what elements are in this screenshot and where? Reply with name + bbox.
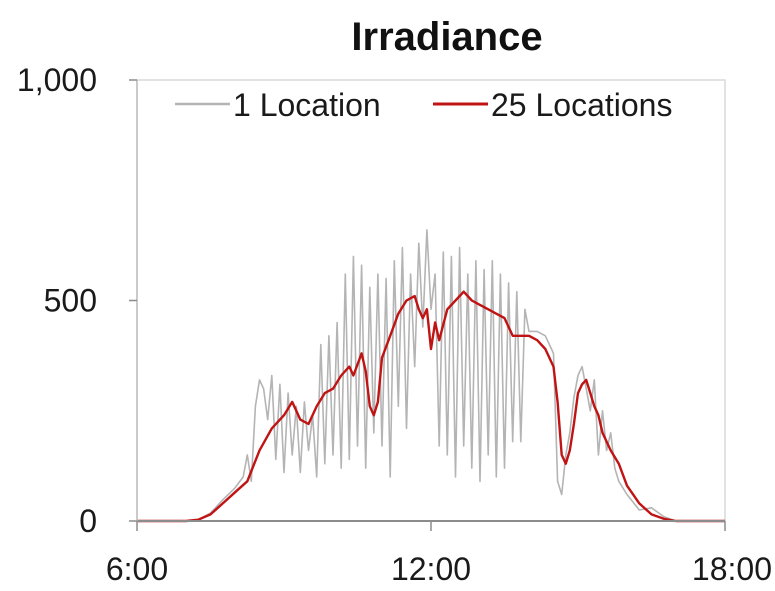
y-tick-label: 500 <box>44 283 97 319</box>
x-tick-label: 18:00 <box>692 551 772 587</box>
legend-label-25-locations: 25 Locations <box>491 87 672 123</box>
chart-title: Irradiance <box>351 15 542 59</box>
legend-label-1-location: 1 Location <box>233 87 381 123</box>
x-axis-ticks: 6:00 12:00 18:00 <box>106 521 772 587</box>
series-line-25-locations <box>137 290 725 523</box>
y-axis-ticks: 0 500 1,000 <box>17 62 137 539</box>
y-tick-label: 0 <box>79 503 97 539</box>
series-line-1-location <box>137 229 725 522</box>
legend: 1 Location 25 Locations <box>175 87 672 123</box>
x-tick-label: 6:00 <box>106 551 168 587</box>
y-tick-label: 1,000 <box>17 62 97 98</box>
x-tick-label: 12:00 <box>391 551 471 587</box>
series-layer <box>137 229 725 523</box>
